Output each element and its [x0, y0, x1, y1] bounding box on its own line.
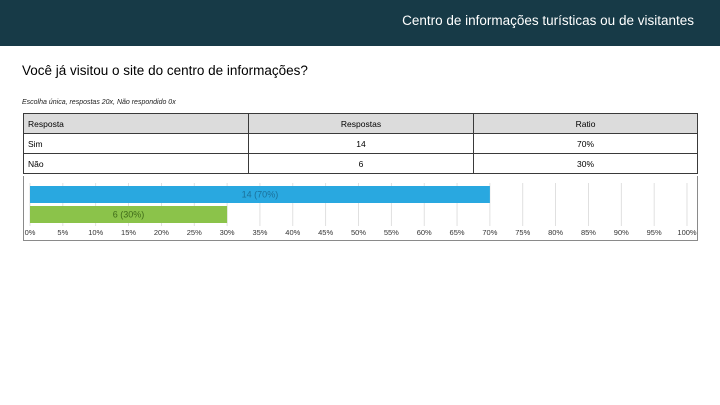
x-tick-label: 95%	[647, 228, 662, 237]
header-bar: Centro de informações turísticas ou de v…	[0, 0, 720, 46]
x-tick-label: 90%	[614, 228, 629, 237]
x-tick-label: 85%	[581, 228, 596, 237]
question-title: Você já visitou o site do centro de info…	[22, 63, 308, 78]
x-tick-label: 80%	[548, 228, 563, 237]
x-tick-label: 75%	[515, 228, 530, 237]
x-tick-label: 60%	[417, 228, 432, 237]
column-header-count: Respostas	[248, 113, 474, 134]
response-meta: Escolha única, respostas 20x, Não respon…	[22, 99, 176, 106]
x-tick-label: 35%	[252, 228, 267, 237]
x-tick-label: 15%	[121, 228, 136, 237]
column-header-ratio: Ratio	[473, 113, 698, 134]
table-header-row: Resposta Respostas Ratio	[23, 113, 698, 134]
x-tick-label: 70%	[482, 228, 497, 237]
x-tick-label: 20%	[154, 228, 169, 237]
x-tick-label: 25%	[187, 228, 202, 237]
x-tick-label: 10%	[88, 228, 103, 237]
results-table: Resposta Respostas Ratio Sim 14 70% Não …	[23, 113, 698, 174]
bar-data-label: 14 (70%)	[242, 190, 279, 200]
x-tick-label: 65%	[450, 228, 465, 237]
header-title: Centro de informações turísticas ou de v…	[402, 13, 694, 28]
ratio-cell: 30%	[473, 153, 698, 174]
x-tick-label: 55%	[384, 228, 399, 237]
x-tick-label: 0%	[25, 228, 36, 237]
x-tick-label: 50%	[351, 228, 366, 237]
x-tick-label: 45%	[318, 228, 333, 237]
bar-no	[30, 206, 228, 223]
bar-data-label: 6 (30%)	[113, 210, 145, 220]
x-tick-label: 100%	[677, 228, 697, 237]
column-header-answer: Resposta	[23, 113, 249, 134]
table-row: Não 6 30%	[23, 153, 698, 174]
bar-sim	[30, 186, 490, 203]
table-row: Sim 14 70%	[23, 133, 698, 154]
x-tick-label: 5%	[57, 228, 68, 237]
x-tick-label: 30%	[220, 228, 235, 237]
x-tick-label: 40%	[285, 228, 300, 237]
chart-frame	[23, 176, 698, 241]
